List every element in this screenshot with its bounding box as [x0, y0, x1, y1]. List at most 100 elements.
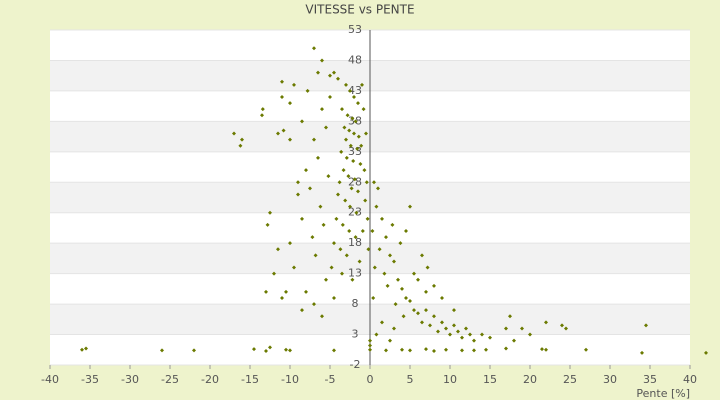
x-tick-label: 25: [563, 373, 577, 386]
point: [424, 347, 428, 352]
point: [416, 311, 420, 316]
x-tick-label: 10: [443, 373, 457, 386]
point: [340, 271, 344, 276]
point: [332, 70, 336, 75]
point: [392, 326, 396, 331]
point: [468, 332, 472, 337]
point: [380, 320, 384, 325]
point: [382, 271, 387, 276]
point: [346, 174, 351, 179]
point: [337, 180, 342, 185]
point: [424, 289, 428, 294]
point: [371, 296, 376, 300]
point: [332, 241, 336, 246]
y-tick-label: 53: [348, 23, 362, 36]
point: [281, 128, 286, 133]
point: [360, 82, 364, 87]
y-tick-label: 43: [348, 84, 362, 97]
chart-title: VITESSE vs PENTE: [305, 3, 414, 17]
point: [260, 107, 265, 112]
point: [388, 253, 392, 258]
point: [280, 79, 284, 84]
point: [368, 347, 372, 352]
point: [348, 204, 352, 209]
x-tick-label: 0: [367, 373, 374, 386]
point: [351, 158, 356, 163]
point: [560, 323, 564, 328]
point: [464, 326, 468, 331]
x-tick-label: 15: [483, 373, 497, 386]
point: [332, 348, 336, 353]
point: [432, 283, 436, 288]
point: [240, 137, 244, 142]
point: [272, 271, 276, 276]
point: [284, 289, 288, 294]
point: [192, 348, 196, 353]
point: [436, 329, 440, 334]
point: [354, 210, 359, 215]
point: [400, 347, 404, 352]
point: [408, 204, 412, 209]
point: [544, 347, 548, 352]
x-tick-label: -35: [81, 373, 99, 386]
x-tick-label: 30: [603, 373, 617, 386]
point: [84, 346, 88, 351]
point: [368, 343, 372, 348]
point: [484, 347, 488, 352]
point: [356, 134, 361, 139]
point: [374, 204, 379, 209]
point: [338, 247, 343, 252]
point: [348, 143, 353, 148]
point: [365, 216, 370, 221]
point: [344, 155, 349, 160]
point: [404, 229, 408, 233]
point: [336, 192, 340, 197]
point: [288, 241, 292, 246]
point: [340, 222, 345, 227]
point: [340, 107, 344, 112]
point: [520, 326, 524, 331]
point: [404, 296, 408, 300]
point: [398, 241, 403, 246]
point: [284, 347, 288, 352]
point: [280, 95, 284, 99]
point: [472, 338, 476, 343]
point: [288, 348, 292, 353]
point: [300, 119, 304, 124]
point: [320, 107, 324, 112]
point: [401, 314, 406, 319]
point: [308, 186, 312, 191]
x-tick-label: 20: [523, 373, 537, 386]
point: [352, 95, 356, 99]
point: [328, 73, 332, 78]
point: [370, 229, 375, 233]
point: [280, 296, 284, 300]
point: [276, 131, 280, 136]
point: [305, 88, 310, 93]
point: [428, 323, 432, 328]
point: [312, 46, 316, 51]
y-tick-label: -2: [350, 358, 361, 371]
y-tick-label: 28: [348, 175, 362, 188]
point: [360, 229, 365, 233]
point: [316, 155, 320, 160]
point: [264, 289, 268, 294]
point: [160, 348, 164, 353]
point: [238, 143, 243, 148]
point: [504, 326, 508, 331]
point: [304, 289, 308, 294]
point: [388, 338, 392, 343]
point: [265, 222, 270, 227]
point: [288, 137, 292, 142]
x-tick-label: -15: [241, 373, 259, 386]
point: [425, 265, 430, 270]
point: [320, 314, 324, 319]
point: [508, 314, 512, 319]
point: [252, 347, 256, 352]
point: [374, 332, 379, 337]
point: [366, 247, 371, 252]
point: [356, 189, 360, 194]
point: [288, 101, 292, 106]
point: [347, 229, 352, 233]
point: [313, 253, 318, 258]
